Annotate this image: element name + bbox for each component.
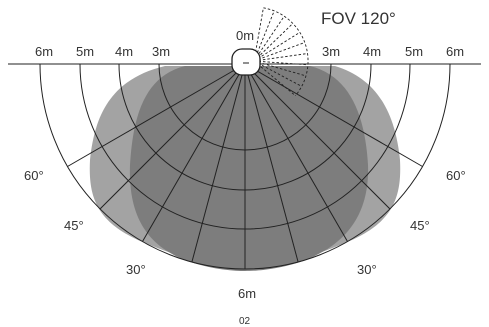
fov-fan-ray: [253, 60, 302, 87]
fov-fan-ray: [253, 53, 308, 62]
range-label-left-6m: 6m: [35, 44, 53, 59]
bottom-range-label: 6m: [238, 286, 256, 301]
angle-label-right-60: 60°: [446, 168, 466, 183]
angle-label-right-30: 30°: [357, 262, 377, 277]
angle-ray-left-30: [142, 63, 246, 242]
angle-ray-left-45: [99, 63, 246, 210]
angle-ray-left-60: [67, 63, 246, 167]
fov-fan-ray: [253, 42, 305, 62]
range-label-right-5m: 5m: [405, 44, 423, 59]
angle-ray-right-30: [244, 63, 348, 242]
fov-fan-ray: [253, 60, 308, 66]
fov-fan-ray: [253, 60, 296, 97]
fov-fan-arc: [263, 7, 309, 96]
angle-label-left-60: 60°: [24, 168, 44, 183]
angle-ray-right-15: [244, 63, 299, 263]
range-label-left-4m: 4m: [115, 44, 133, 59]
range-label-left-3m: 3m: [152, 44, 170, 59]
page-number: 02: [239, 316, 251, 327]
range-label-left-5m: 5m: [76, 44, 94, 59]
angle-ray-right-60: [244, 63, 423, 167]
angle-ray-left-15: [191, 63, 246, 263]
angle-label-left-45: 45°: [64, 218, 84, 233]
range-label-right-4m: 4m: [363, 44, 381, 59]
range-label-right-6m: 6m: [446, 44, 464, 59]
sensor-body: [231, 48, 261, 76]
angle-rays: [67, 63, 423, 269]
range-label-right-3m: 3m: [322, 44, 340, 59]
angle-ray-right-45: [244, 63, 391, 210]
sensor-distance-label: 0m: [236, 28, 254, 43]
angle-label-right-45: 45°: [410, 218, 430, 233]
angle-label-left-30: 30°: [126, 262, 146, 277]
fov-title: FOV 120°: [321, 9, 396, 28]
